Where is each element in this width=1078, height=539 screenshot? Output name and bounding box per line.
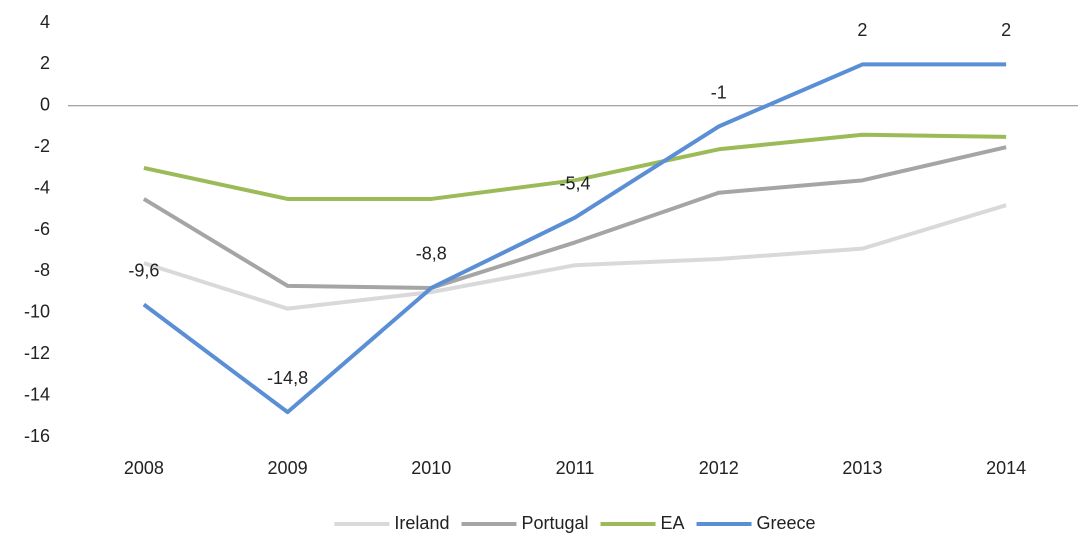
series-line: [143, 203, 1007, 311]
series-line: [142, 62, 1007, 415]
x-tick-label: 2013: [842, 458, 882, 478]
legend: Ireland Portugal EA Greece: [334, 513, 816, 533]
legend-label: Portugal: [521, 513, 588, 533]
y-tick-label: -6: [34, 219, 50, 239]
x-tick-label: 2009: [268, 458, 308, 478]
data-label: -8,8: [416, 244, 447, 264]
y-tick-label: -12: [24, 343, 50, 363]
data-label: 2: [857, 20, 867, 40]
x-tick-label: 2008: [124, 458, 164, 478]
x-tick-label: 2014: [986, 458, 1026, 478]
data-label: -5,4: [559, 173, 590, 193]
y-tick-label: -2: [34, 136, 50, 156]
data-label: -9,6: [128, 260, 159, 280]
legend-label: Greece: [757, 513, 816, 533]
y-tick-label: 4: [40, 12, 50, 32]
y-tick-label: -8: [34, 260, 50, 280]
series-line: [142, 145, 1007, 290]
data-label: 2: [1001, 20, 1011, 40]
series-line: [143, 132, 1007, 201]
x-tick-label: 2010: [411, 458, 451, 478]
y-tick-label: -10: [24, 302, 50, 322]
y-tick-label: -16: [24, 426, 50, 446]
x-tick-label: 2012: [699, 458, 739, 478]
y-tick-label: 2: [40, 53, 50, 73]
legend-label: Ireland: [394, 513, 449, 533]
data-label: -14,8: [267, 368, 308, 388]
y-tick-label: -4: [34, 177, 50, 197]
y-tick-label: 0: [40, 95, 50, 115]
y-tick-label: -14: [24, 384, 50, 404]
x-tick-label: 2011: [556, 458, 595, 478]
data-label: -1: [711, 82, 727, 102]
legend-label: EA: [661, 513, 685, 533]
